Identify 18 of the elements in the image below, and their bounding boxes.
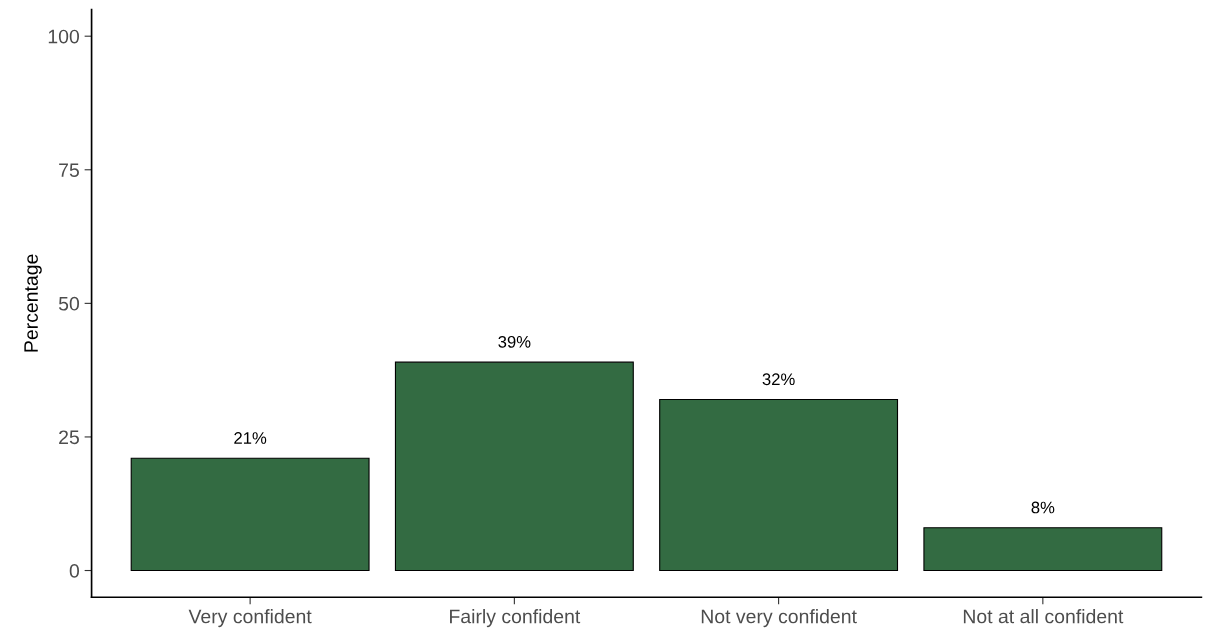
y-tick-label: 75 (59, 163, 79, 178)
y-tick-label: 100 (48, 29, 80, 44)
y-tick-label: 50 (58, 296, 80, 311)
x-tick-label: Fairly confident (450, 609, 581, 628)
y-tick-label: 0 (69, 563, 80, 578)
bar (659, 398, 899, 572)
y-axis-title: Percentage (24, 254, 42, 352)
data-label: 21% (234, 432, 267, 444)
x-tick-label: Not very confident (701, 609, 857, 628)
x-tick-label: Not at all confident (963, 609, 1124, 624)
x-tick-label: Very confident (188, 609, 312, 628)
data-label: 32% (762, 373, 795, 386)
bar (394, 361, 634, 572)
bar (130, 457, 370, 572)
data-label: 8% (1031, 501, 1055, 514)
y-tick-label: 25 (59, 430, 79, 445)
bar (923, 527, 1163, 572)
data-label: 39% (498, 335, 531, 348)
